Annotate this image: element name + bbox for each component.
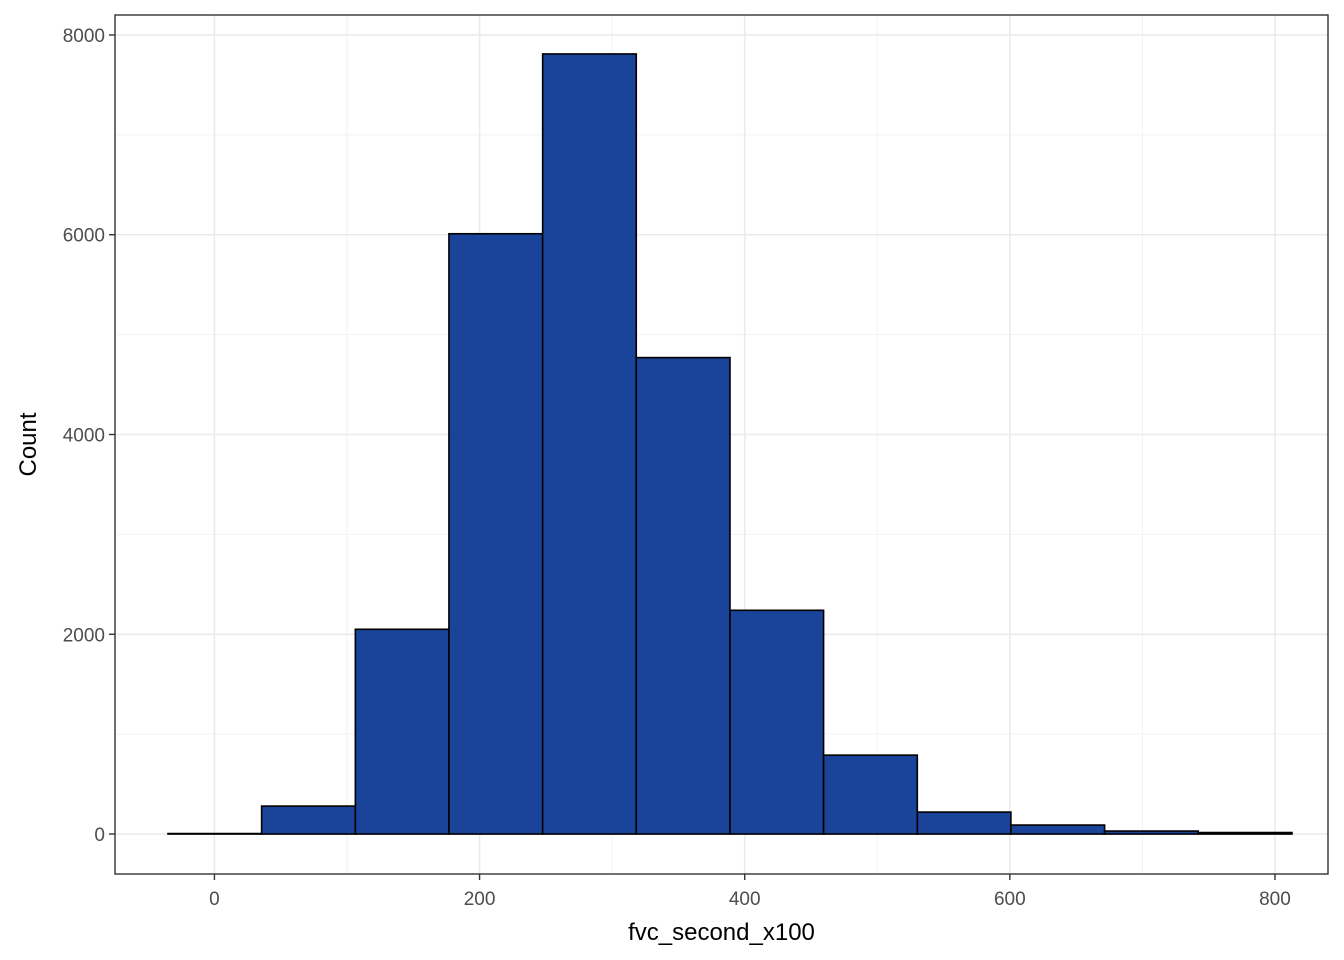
histogram-bar: [822, 754, 919, 835]
histogram-bar: [729, 609, 825, 835]
x-tick-label: 800: [1259, 889, 1291, 910]
panel-border: [114, 14, 1329, 875]
histogram-bar: [541, 53, 638, 835]
x-axis: 0 200 400 600 800: [209, 874, 1291, 910]
x-tick-label: 200: [464, 889, 496, 910]
y-axis: 0 2000 4000 6000 8000: [63, 26, 115, 846]
histogram-bar: [354, 628, 450, 835]
x-tick-label: 600: [994, 889, 1026, 910]
histogram-bar: [1197, 831, 1293, 835]
y-tick-label: 0: [94, 825, 105, 846]
histogram-bar: [1103, 830, 1200, 835]
x-tick-label: 400: [729, 889, 761, 910]
y-tick-label: 2000: [63, 625, 105, 646]
x-tick-label: 0: [209, 889, 220, 910]
histogram-bars: [167, 53, 1293, 835]
y-tick-label: 8000: [63, 26, 105, 47]
histogram-bar: [916, 811, 1012, 835]
y-tick-label: 4000: [63, 426, 105, 447]
histogram-bar: [635, 356, 731, 835]
y-tick-label: 6000: [63, 226, 105, 247]
histogram-bar: [448, 232, 544, 835]
x-axis-title: fvc_second_x100: [628, 919, 815, 946]
histogram-bar: [1010, 824, 1106, 835]
histogram-bar: [260, 805, 357, 835]
y-axis-title: Count: [15, 412, 42, 476]
